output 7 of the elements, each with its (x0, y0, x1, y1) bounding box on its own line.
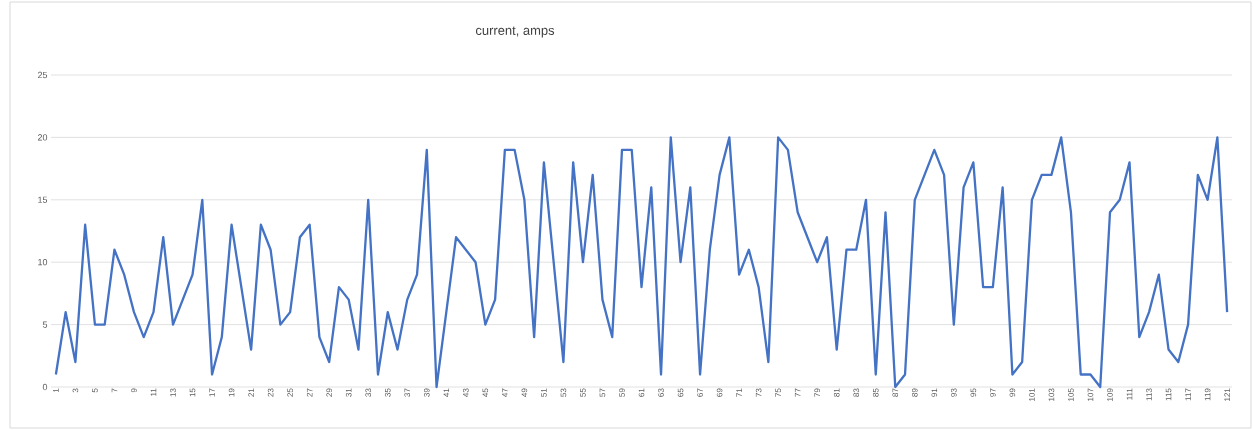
y-tick-label: 5 (42, 321, 48, 328)
y-tick-label: 0 (42, 383, 48, 391)
y-tick-label: 15 (38, 196, 48, 203)
y-tick-label: 20 (37, 134, 48, 141)
y-tick-label: 25 (37, 71, 48, 79)
y-tick-label: 10 (38, 259, 48, 266)
chart-title: current, amps (475, 26, 555, 38)
